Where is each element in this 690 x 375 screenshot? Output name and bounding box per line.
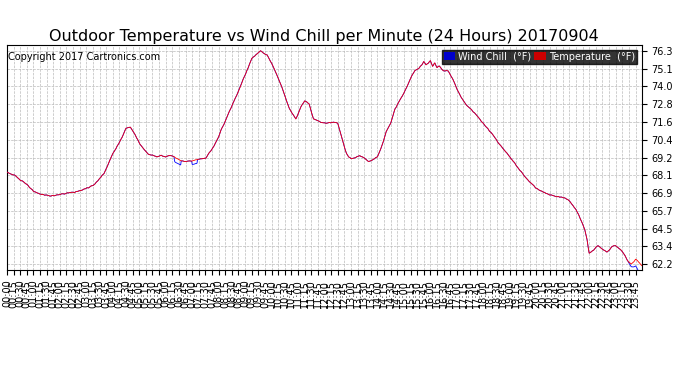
Text: Copyright 2017 Cartronics.com: Copyright 2017 Cartronics.com <box>8 52 159 62</box>
Title: Outdoor Temperature vs Wind Chill per Minute (24 Hours) 20170904: Outdoor Temperature vs Wind Chill per Mi… <box>50 29 599 44</box>
Legend: Wind Chill  (°F), Temperature  (°F): Wind Chill (°F), Temperature (°F) <box>442 50 637 64</box>
